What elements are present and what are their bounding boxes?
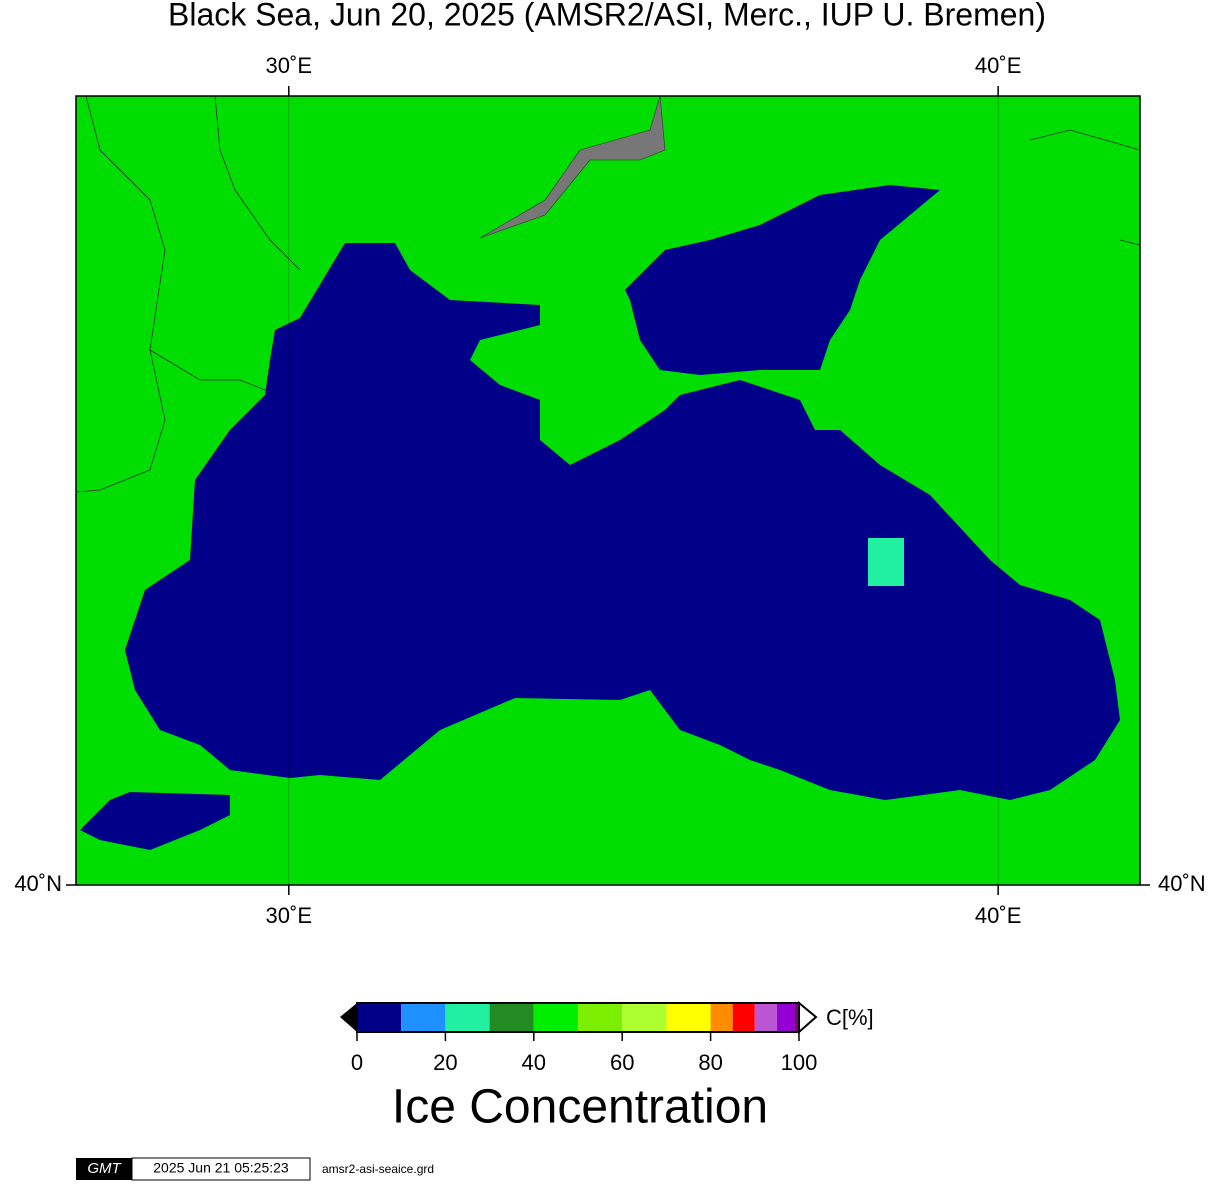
title: Black Sea, Jun 20, 2025 (AMSR2/ASI, Merc… — [168, 0, 1046, 32]
colorbar-tick-label: 40 — [522, 1050, 546, 1075]
x-tick-label: 30˚E — [266, 903, 312, 928]
file-name: amsr2-asi-seaice.grd — [322, 1162, 434, 1176]
colorbar-segment — [794, 1003, 799, 1032]
colorbar-segment — [622, 1003, 667, 1032]
colorbar-tick-label: 0 — [351, 1050, 363, 1075]
colorbar-segment — [776, 1003, 795, 1032]
colorbar-segment — [357, 1003, 402, 1032]
timestamp: 2025 Jun 21 05:25:23 — [153, 1160, 289, 1176]
colorbar-tick-label: 60 — [610, 1050, 634, 1075]
colorbar-tick-label: 100 — [781, 1050, 818, 1075]
colorbar-segment — [489, 1003, 534, 1032]
colorbar-segment — [445, 1003, 490, 1032]
colorbar: C[%] Ice Concentration 0 20 40 60 80 100 — [340, 1000, 874, 1134]
y-tick-label: 40˚N — [1158, 871, 1206, 896]
colorbar-segment — [732, 1003, 755, 1032]
colorbar-tick-label: 80 — [698, 1050, 722, 1075]
colorbar-segment — [710, 1003, 733, 1032]
colorbar-segment — [533, 1003, 578, 1032]
colorbar-segment — [578, 1003, 623, 1032]
footer: GMT 2025 Jun 21 05:25:23 amsr2-asi-seaic… — [76, 1157, 434, 1181]
sea-of-marmara — [80, 792, 230, 850]
x-tick-label: 30˚E — [266, 53, 312, 78]
sivash — [479, 95, 666, 239]
x-tick-label: 40˚E — [975, 53, 1021, 78]
borders — [75, 95, 1141, 493]
x-tick-label: 40˚E — [975, 903, 1021, 928]
colorbar-tick-label: 20 — [433, 1050, 457, 1075]
colorbar-frame — [356, 1002, 800, 1033]
colorbar-over — [798, 1000, 818, 1035]
logo-box — [76, 1158, 132, 1180]
colorbar-segment — [401, 1003, 446, 1032]
map-frame — [75, 95, 1141, 886]
ice-patch — [868, 538, 904, 586]
colorbar-unit: C[%] — [826, 1005, 874, 1030]
sea-of-azov — [625, 185, 940, 375]
colorbar-segment — [754, 1003, 777, 1032]
black-sea — [125, 243, 1120, 800]
y-tick-label: 40˚N — [14, 871, 62, 896]
map — [75, 95, 1141, 886]
colorbar-segment — [666, 1003, 711, 1032]
logo: GMT — [87, 1160, 122, 1177]
timestamp-box — [131, 1157, 311, 1181]
colorbar-under — [340, 1003, 357, 1032]
colorbar-label: Ice Concentration — [392, 1081, 768, 1134]
